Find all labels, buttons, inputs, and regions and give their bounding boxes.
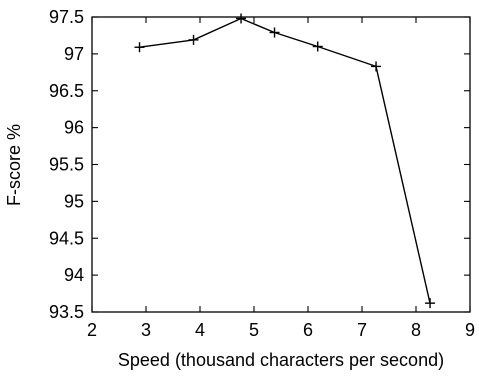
y-tick-label: 97 <box>64 44 84 64</box>
data-point-marker <box>236 13 247 24</box>
y-tick-label: 96.5 <box>49 81 84 101</box>
x-tick-label: 8 <box>411 320 421 340</box>
x-axis-label: Speed (thousand characters per second) <box>118 350 444 370</box>
y-tick-label: 96 <box>64 118 84 138</box>
y-tick-label: 94 <box>64 265 84 285</box>
x-tick-label: 2 <box>87 320 97 340</box>
series-layer <box>134 13 436 309</box>
x-tick-label: 6 <box>303 320 313 340</box>
y-tick-label: 95 <box>64 191 84 211</box>
y-tick-label: 95.5 <box>49 155 84 175</box>
y-tick-label: 93.5 <box>49 302 84 322</box>
data-point-marker <box>269 27 280 38</box>
plot-frame <box>91 16 471 313</box>
x-tick-label: 7 <box>357 320 367 340</box>
x-axis: 2 3 4 5 6 7 8 9 <box>87 17 475 340</box>
x-tick-label: 4 <box>195 320 205 340</box>
data-point-marker <box>188 34 199 45</box>
x-tick-label: 9 <box>465 320 475 340</box>
series-line <box>139 17 431 304</box>
data-point-marker <box>371 61 382 72</box>
y-axis: 97.5 97 96.5 96 95.5 95 94.5 94 93.5 <box>49 7 470 322</box>
data-point-marker <box>312 41 323 52</box>
y-axis-label: F-score % <box>4 124 24 206</box>
y-tick-label: 97.5 <box>49 7 84 27</box>
data-point-marker <box>134 42 145 53</box>
y-tick-label: 94.5 <box>49 228 84 248</box>
data-point-marker <box>425 298 436 309</box>
x-tick-label: 3 <box>141 320 151 340</box>
x-tick-label: 5 <box>249 320 259 340</box>
